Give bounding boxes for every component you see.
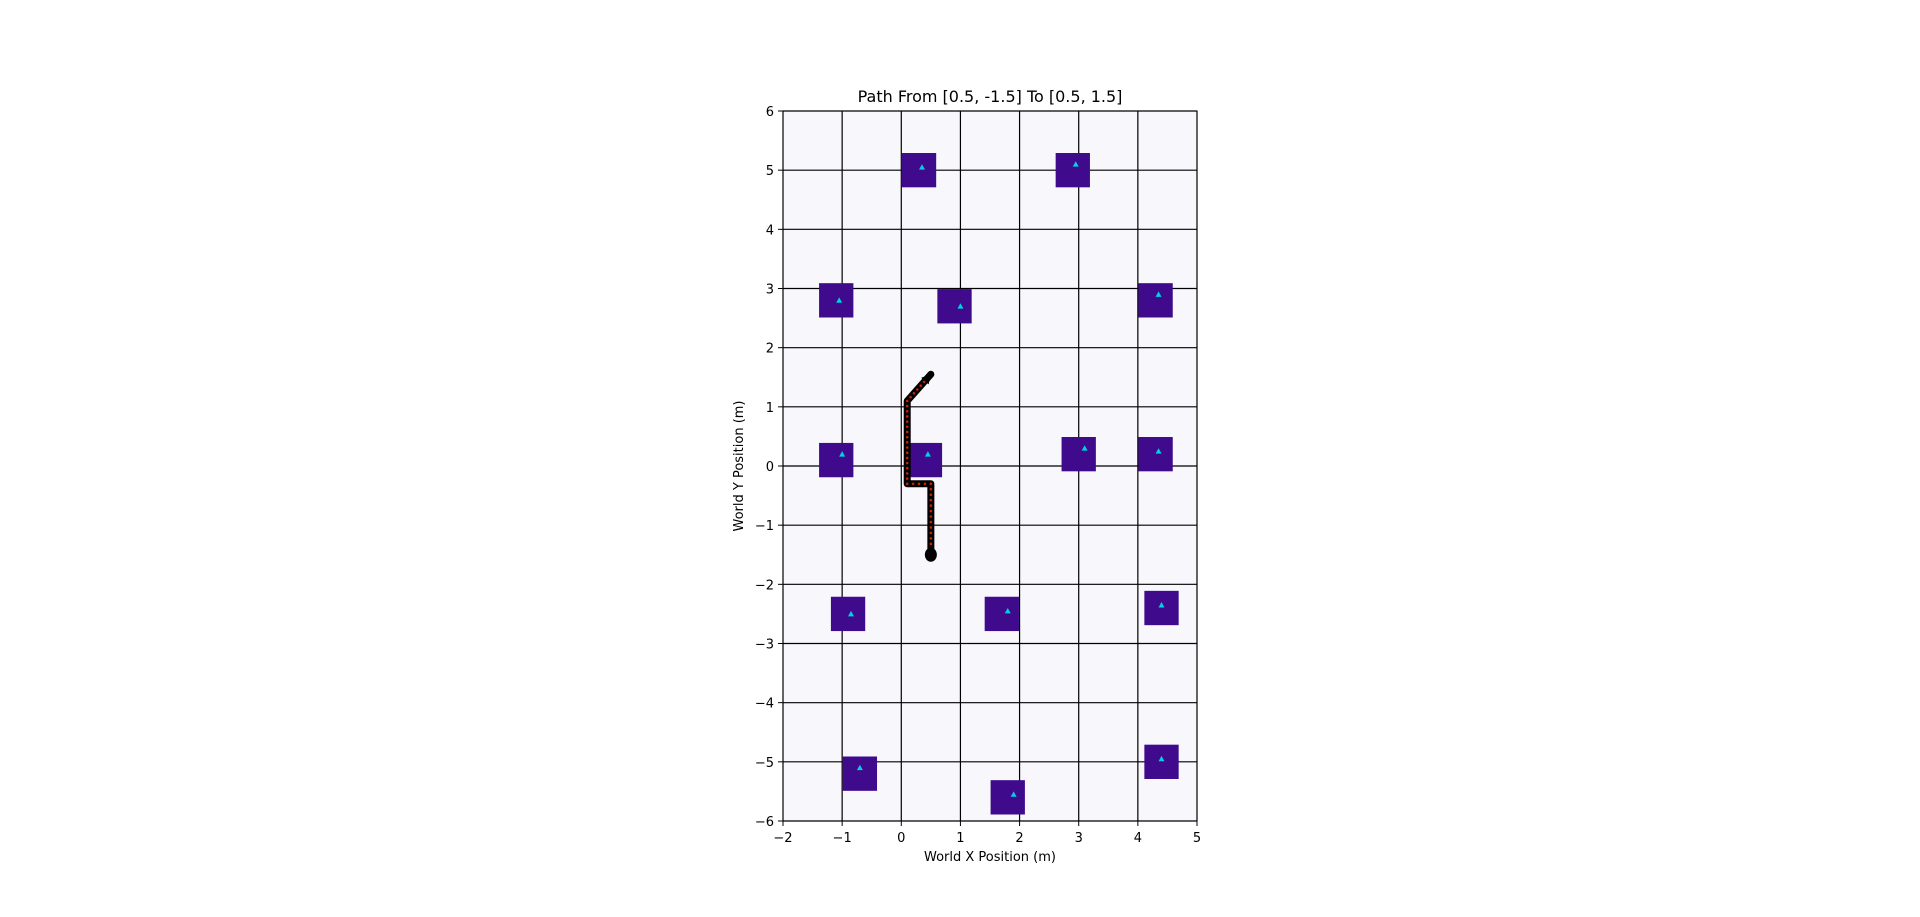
path-point <box>922 380 926 384</box>
obstacle-marker <box>1158 755 1165 762</box>
path-point <box>905 435 909 439</box>
y-tick-label: 5 <box>766 164 774 179</box>
path-point <box>919 384 923 388</box>
obstacle <box>819 283 854 318</box>
path-point <box>905 477 909 480</box>
obstacle-marker <box>856 764 863 771</box>
path-point <box>905 430 909 434</box>
path-point <box>929 504 933 507</box>
path-point <box>905 409 909 413</box>
obstacle-marker <box>848 610 855 617</box>
x-tick-label: 0 <box>897 831 905 846</box>
x-tick-label: −1 <box>833 831 852 846</box>
path-point <box>929 542 933 546</box>
path-point <box>912 392 916 395</box>
x-tick-label: 2 <box>1015 831 1023 846</box>
obstacle-marker <box>1010 791 1017 797</box>
obstacle <box>1144 590 1179 626</box>
obstacle <box>1138 283 1173 318</box>
path-start <box>924 547 937 562</box>
path-point <box>929 509 933 513</box>
path-point <box>905 425 909 429</box>
y-tick-label: 2 <box>766 342 774 357</box>
x-tick-label: 5 <box>1193 831 1201 846</box>
y-tick-label: −3 <box>755 638 774 653</box>
x-axis-label: World X Position (m) <box>924 850 1056 865</box>
path-point <box>929 515 933 518</box>
path-point <box>905 461 909 465</box>
obstacle <box>1144 744 1179 779</box>
y-tick-label: 1 <box>766 401 774 416</box>
y-tick-label: −2 <box>755 578 774 593</box>
path-point <box>923 482 927 486</box>
path-point <box>929 487 933 491</box>
path-point <box>929 520 933 524</box>
x-tick-label: −2 <box>773 831 792 846</box>
y-axis-label: World Y Position (m) <box>732 400 747 531</box>
obstacle-marker <box>1072 161 1079 167</box>
obstacle <box>830 596 866 632</box>
path-point <box>905 420 909 423</box>
path-point <box>905 451 909 454</box>
obstacle-markers <box>836 161 1165 797</box>
obstacle <box>819 442 854 478</box>
path-point <box>929 526 933 529</box>
x-tick-label: 4 <box>1134 831 1142 846</box>
path-point <box>905 441 909 444</box>
y-tick-label: −5 <box>755 756 774 771</box>
obstacle <box>842 756 878 791</box>
path-point <box>929 537 933 540</box>
obstacle-marker <box>924 451 931 457</box>
path-point <box>905 466 909 470</box>
obstacle <box>1061 437 1096 472</box>
path <box>903 370 937 562</box>
path-point <box>909 395 912 399</box>
path-point <box>917 482 921 486</box>
y-tick-label: 3 <box>766 283 774 298</box>
y-tick-label: −4 <box>755 697 774 712</box>
obstacle <box>901 153 937 188</box>
obstacle <box>1138 437 1173 472</box>
path-point <box>929 493 933 496</box>
path-point <box>929 482 933 486</box>
y-tick-label: 4 <box>766 223 774 238</box>
obstacle-marker <box>1155 448 1162 454</box>
obstacle-marker <box>957 303 964 309</box>
obstacle-marker <box>836 297 843 303</box>
path-point <box>929 531 933 535</box>
y-tick-label: −6 <box>755 815 774 830</box>
path-point <box>905 456 909 460</box>
path-point <box>916 388 919 391</box>
obstacle-marker <box>1004 607 1011 614</box>
obstacle <box>990 780 1025 815</box>
obstacles <box>819 153 1179 815</box>
obstacle-marker <box>1081 445 1088 451</box>
obstacle <box>907 442 943 478</box>
obstacle <box>937 289 972 324</box>
path-point <box>911 482 915 486</box>
obstacle-marker <box>1158 602 1165 608</box>
path-point <box>905 399 909 403</box>
obstacle-marker <box>839 451 846 457</box>
x-tick-label: 3 <box>1075 831 1083 846</box>
path-point <box>905 415 909 418</box>
path-point <box>905 446 909 449</box>
obstacle-marker <box>918 164 925 170</box>
path-point <box>905 472 909 475</box>
obstacle <box>984 596 1019 632</box>
y-tick-label: −1 <box>755 519 774 534</box>
path-end <box>921 374 931 385</box>
chart-title: Path From [0.5, -1.5] To [0.5, 1.5] <box>858 87 1123 106</box>
axis-ticks: −2 −1 0 1 2 3 4 5 −6 −5 −4 −3 −2 −1 0 1 2 3 4 5 6 <box>755 105 1201 846</box>
y-tick-label: 0 <box>766 460 774 475</box>
x-tick-label: 1 <box>956 831 964 846</box>
obstacle <box>1055 153 1090 188</box>
path-point <box>905 482 909 486</box>
path-point <box>905 404 909 408</box>
obstacle-marker <box>1155 291 1162 297</box>
y-tick-label: 6 <box>766 105 774 120</box>
path-point <box>929 498 933 502</box>
